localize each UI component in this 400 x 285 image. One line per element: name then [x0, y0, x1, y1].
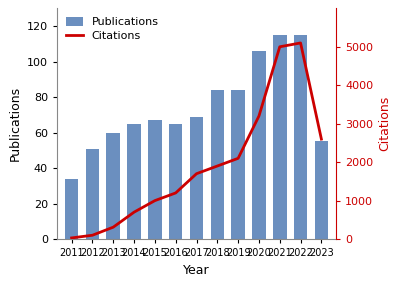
Bar	[210, 90, 224, 239]
Bar	[169, 124, 182, 239]
Bar	[106, 133, 120, 239]
Y-axis label: Citations: Citations	[379, 96, 392, 151]
Bar	[252, 51, 266, 239]
Bar	[315, 141, 328, 239]
Bar	[294, 35, 307, 239]
Citations	[236, 157, 240, 160]
Y-axis label: Publications: Publications	[8, 86, 21, 161]
Bar	[190, 117, 203, 239]
Citations	[173, 191, 178, 195]
Citations	[194, 172, 199, 175]
Citations	[111, 225, 116, 229]
X-axis label: Year: Year	[183, 264, 210, 277]
Citations	[215, 164, 220, 168]
Bar	[231, 90, 245, 239]
Line: Citations: Citations	[72, 43, 321, 238]
Citations	[277, 45, 282, 48]
Bar	[273, 35, 286, 239]
Citations	[256, 114, 261, 118]
Bar	[86, 148, 99, 239]
Bar	[65, 179, 78, 239]
Citations	[90, 233, 95, 237]
Bar	[127, 124, 141, 239]
Citations	[132, 210, 136, 214]
Citations	[152, 199, 157, 202]
Citations	[69, 236, 74, 240]
Legend: Publications, Citations: Publications, Citations	[62, 14, 162, 44]
Citations	[298, 41, 303, 45]
Citations	[319, 137, 324, 141]
Bar	[148, 120, 162, 239]
